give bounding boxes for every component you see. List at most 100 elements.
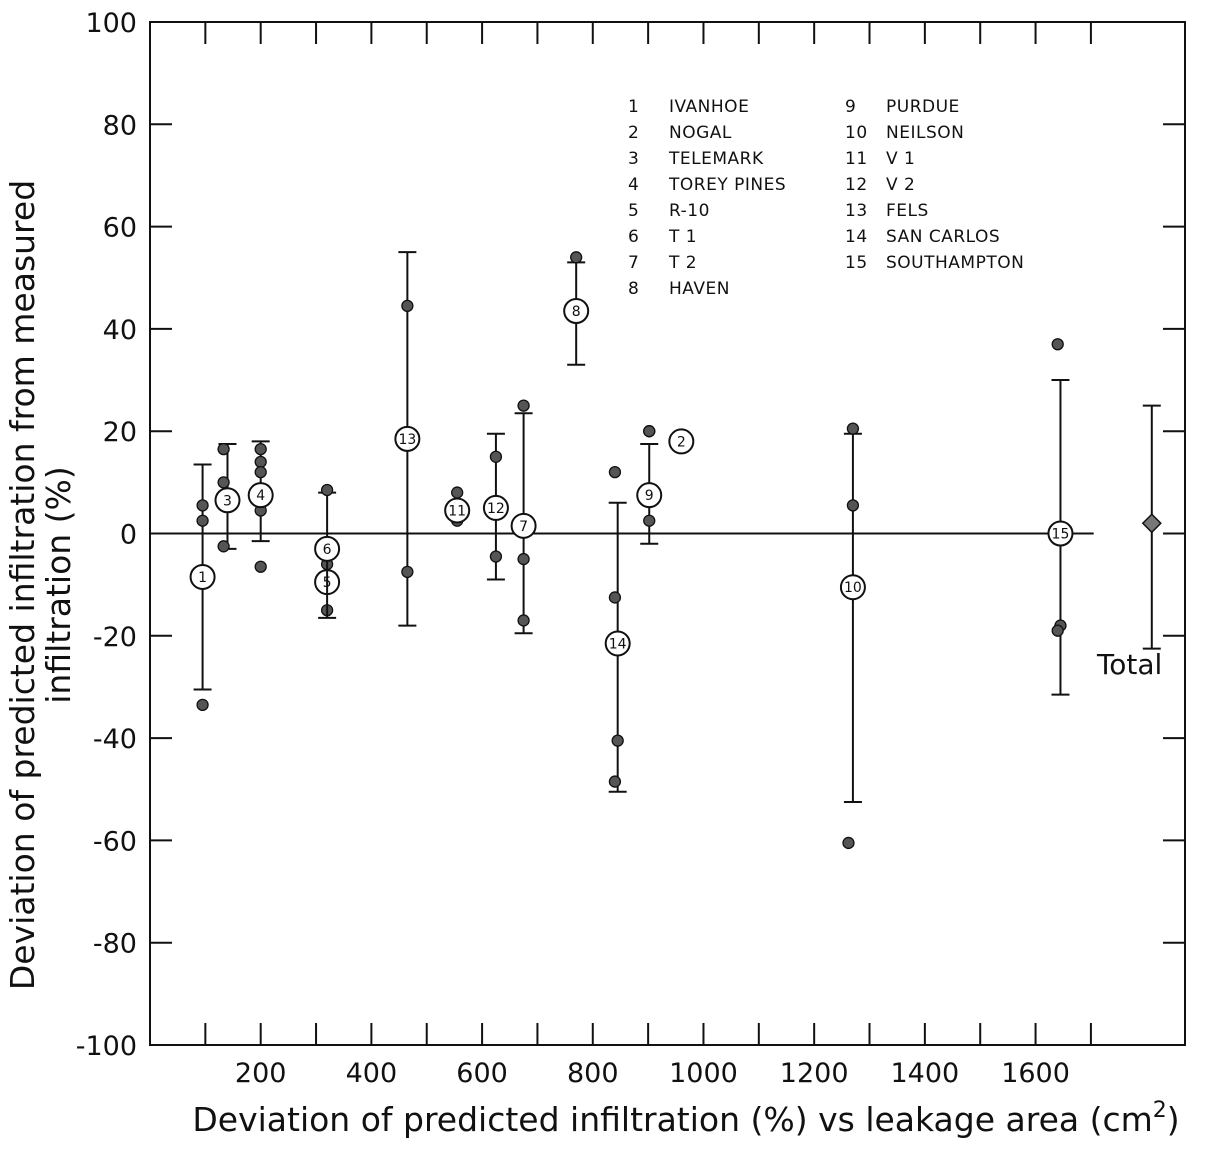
y-tick-label: -100 — [76, 1031, 137, 1062]
site-number-label: 13 — [398, 432, 416, 448]
legend-number: 10 — [845, 123, 868, 143]
data-point — [217, 540, 230, 553]
x-axis-title-close: ) — [1167, 1100, 1180, 1139]
legend-item-6: 6 T 1 — [628, 227, 697, 247]
site-15: 15 — [1047, 338, 1074, 696]
legend-site-name: SOUTHAMPTON — [886, 253, 1024, 273]
data-point — [1051, 624, 1064, 637]
legend-number: 1 — [628, 97, 639, 117]
legend-site-name: TELEMARK — [668, 149, 764, 169]
data-point — [217, 442, 230, 456]
x-tick-label: 400 — [346, 1058, 398, 1089]
site-13: 13 — [394, 251, 421, 627]
mean-marker — [1047, 520, 1074, 547]
data-point — [489, 450, 503, 463]
data-point — [196, 514, 209, 527]
legend-item-4: 4 TOREY PINES — [628, 175, 786, 195]
site-number-label: 7 — [519, 519, 528, 535]
data-point — [643, 425, 656, 438]
data-point — [451, 486, 464, 499]
legend-number: 8 — [628, 279, 639, 299]
y-tick-label: -60 — [93, 826, 137, 857]
legend-site-name: NOGAL — [669, 123, 732, 143]
legend-item-3: 3 TELEMARK — [628, 149, 764, 169]
site-number-label: 4 — [256, 488, 265, 504]
data-point — [254, 560, 267, 573]
legend: 1 IVANHOE 2 NOGAL 3 TELEMARK 4 TOREY PINES 5 R-10… — [628, 97, 1024, 299]
legend-site-name: V 1 — [886, 149, 915, 169]
legend-site-name: NEILSON — [886, 123, 964, 143]
site-number-label: 11 — [448, 503, 466, 519]
legend-item-14: 14 SAN CARLOS — [845, 227, 1000, 247]
legend-site-name: FELS — [886, 201, 929, 221]
mean-marker — [444, 497, 471, 524]
site-6: 6 — [314, 483, 341, 619]
site-number-label: 9 — [645, 488, 654, 504]
y-tick-label: -20 — [93, 622, 137, 653]
mean-marker — [839, 574, 866, 601]
mean-marker — [214, 487, 241, 514]
mean-marker — [482, 494, 509, 521]
legend-site-name: R-10 — [669, 201, 710, 221]
legend-item-8: 8 HAVEN — [628, 279, 730, 299]
site-9: 9 — [636, 425, 663, 545]
legend-number: 12 — [845, 175, 868, 195]
data-point — [217, 476, 230, 489]
mean-marker — [668, 428, 695, 455]
y-tick-label: 40 — [103, 315, 137, 346]
legend-number: 7 — [628, 253, 639, 273]
mean-marker — [189, 563, 216, 590]
x-tick-label: 1000 — [669, 1058, 738, 1089]
data-point — [196, 499, 209, 512]
site-4: 4 — [247, 440, 274, 573]
x-axis-title: Deviation of predicted infiltration (%) … — [192, 1098, 1179, 1139]
legend-item-2: 2 NOGAL — [628, 123, 732, 143]
mean-marker — [510, 512, 537, 539]
data-point — [608, 775, 622, 788]
ticks — [150, 21, 1185, 1046]
mean-marker — [604, 630, 631, 657]
data-point — [320, 483, 334, 497]
site-number-label: 2 — [677, 434, 686, 450]
y-tick-label: -80 — [93, 929, 137, 960]
mean-marker — [394, 425, 421, 452]
site-1: 1 — [189, 463, 216, 712]
site-number-label: 15 — [1052, 527, 1070, 543]
legend-site-name: IVANHOE — [669, 97, 749, 117]
total-mean-diamond — [1141, 513, 1162, 534]
legend-item-10: 10 NEILSON — [845, 123, 964, 143]
mean-marker — [314, 535, 341, 562]
legend-number: 13 — [845, 201, 868, 221]
x-tick-label: 600 — [456, 1058, 508, 1089]
legend-site-name: HAVEN — [669, 279, 730, 299]
site-number-label: 8 — [572, 304, 581, 320]
site-14: 14 — [604, 465, 631, 793]
legend-site-name: T 1 — [668, 227, 697, 247]
legend-site-name: TOREY PINES — [668, 175, 786, 195]
total-label: Total — [1096, 648, 1162, 681]
legend-number: 5 — [628, 201, 639, 221]
site-7: 7 — [510, 399, 537, 635]
site-number-label: 14 — [609, 636, 627, 652]
site-8: 8 — [563, 251, 590, 366]
y-tick-label: -40 — [93, 724, 137, 755]
legend-number: 4 — [628, 175, 639, 195]
legend-number: 11 — [845, 149, 868, 169]
data-point — [846, 422, 860, 435]
series-total: Total — [1096, 404, 1162, 681]
data-point — [254, 465, 267, 479]
legend-number: 14 — [845, 227, 868, 247]
legend-item-7: 7 T 2 — [628, 253, 697, 273]
legend-item-5: 5 R-10 — [628, 201, 710, 221]
data-point — [401, 299, 414, 313]
mean-marker — [636, 482, 663, 509]
y-tick-label: 60 — [103, 213, 137, 244]
x-tick-label: 1600 — [1001, 1058, 1070, 1089]
legend-number: 3 — [628, 149, 639, 169]
site-11: 11 — [444, 486, 471, 527]
x-tick-label: 800 — [567, 1058, 619, 1089]
legend-site-name: T 2 — [668, 253, 697, 273]
data-point — [517, 552, 530, 566]
site-12: 12 — [482, 432, 509, 581]
